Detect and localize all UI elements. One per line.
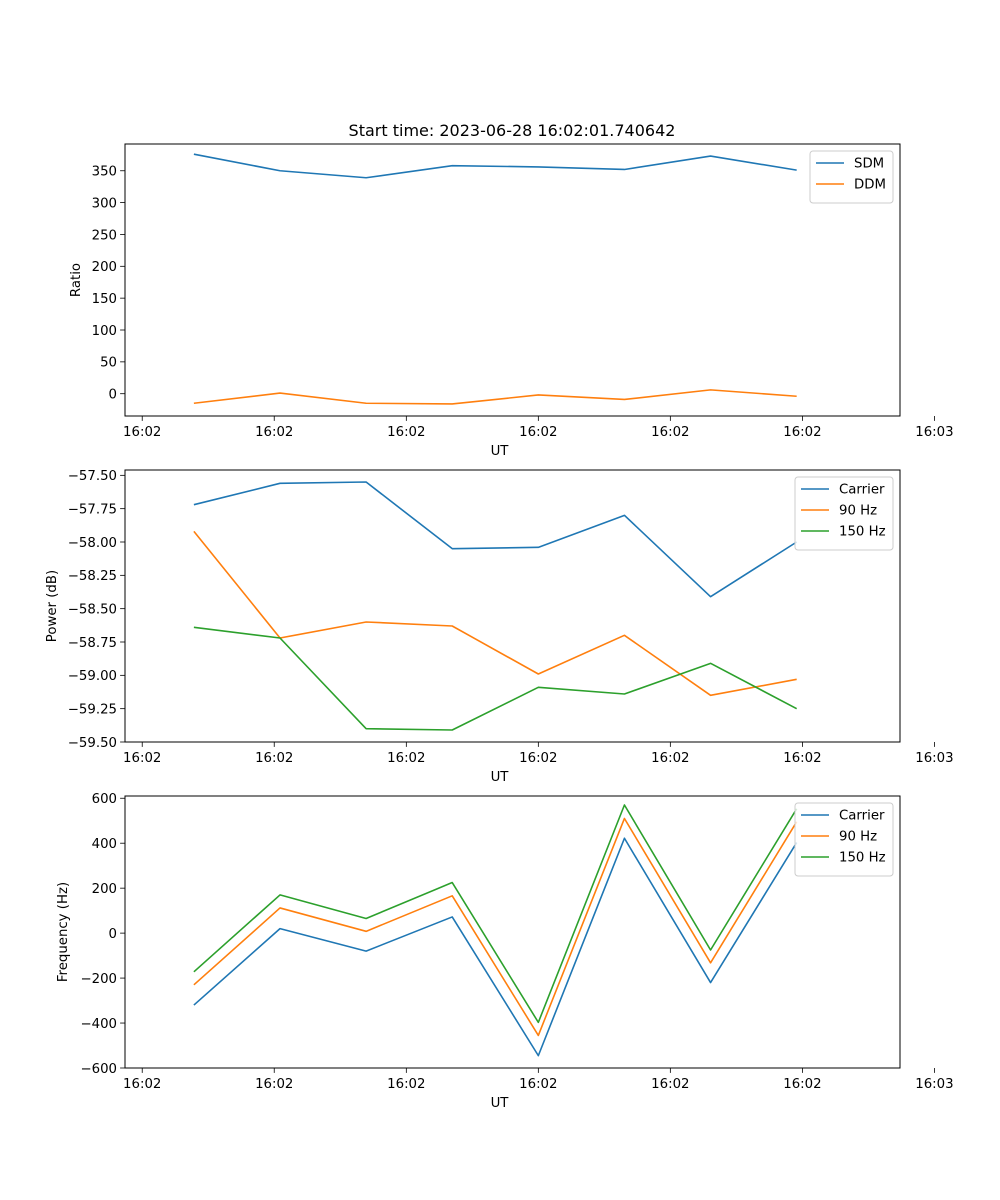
legend-label: Carrier (839, 483, 885, 498)
legend-label: 90 Hz (839, 830, 877, 845)
x-tick-label: 16:02 (123, 751, 161, 766)
y-tick-label: −58.00 (68, 536, 117, 551)
legend: SDM DDM (809, 150, 894, 204)
y-tick-label: −57.75 (68, 502, 117, 517)
series-line-90-hz (193, 817, 798, 1037)
y-tick-label: −59.25 (68, 702, 117, 717)
x-tick-label: 16:02 (255, 1077, 293, 1092)
y-tick-label: −400 (80, 1017, 117, 1032)
panels: 16:02 16:02 16:02 16:02 16:02 16:02 16:03 0 50 10… (45, 143, 954, 1111)
x-tick-label: 16:02 (519, 1077, 557, 1092)
y-tick-label: −59.50 (68, 736, 117, 751)
panel-2: 16:02 16:02 16:02 16:02 16:02 16:02 16:03 −59.5… (45, 469, 954, 785)
y-tick-label: 200 (92, 260, 117, 275)
x-tick-label: 16:02 (783, 1077, 821, 1092)
y-tick-label: 200 (92, 882, 117, 897)
x-axis-label: UT (491, 1096, 510, 1111)
y-tick-label: 250 (92, 228, 117, 243)
y-tick-label: −59.00 (68, 669, 117, 684)
x-tick-label: 16:02 (651, 425, 689, 440)
x-tick-label: 16:02 (651, 1077, 689, 1092)
x-axis-label: UT (491, 444, 510, 459)
y-tick-label: −200 (80, 972, 117, 987)
y-tick-label: −57.50 (68, 469, 117, 484)
chart-title: Start time: 2023-06-28 16:02:01.740642 (349, 121, 676, 140)
x-axis-label: UT (491, 770, 510, 785)
legend-label: 150 Hz (839, 851, 886, 866)
y-tick-label: 100 (92, 324, 117, 339)
series-line-sdm (193, 153, 797, 179)
y-axis-label: Power (dB) (45, 570, 60, 642)
x-tick-label: 16:03 (915, 425, 953, 440)
y-axis-label: Frequency (Hz) (56, 882, 71, 982)
series-line-carrier (193, 481, 798, 598)
y-axis-label: Ratio (69, 263, 84, 297)
panel-3: 16:02 16:02 16:02 16:02 16:02 16:02 16:03 −600 −… (56, 792, 954, 1111)
axes-frame (124, 469, 901, 743)
legend-label: DDM (854, 178, 886, 193)
x-tick-label: 16:02 (651, 751, 689, 766)
legend-label: SDM (854, 157, 884, 172)
x-tick-label: 16:02 (255, 425, 293, 440)
x-tick-label: 16:02 (783, 751, 821, 766)
x-tick-label: 16:03 (915, 1077, 953, 1092)
series-line-90-hz (193, 530, 797, 697)
x-tick-label: 16:02 (123, 425, 161, 440)
x-tick-label: 16:02 (783, 425, 821, 440)
legend-box (809, 150, 894, 204)
x-tick-label: 16:02 (519, 751, 557, 766)
y-tick-label: −600 (80, 1062, 117, 1077)
y-tick-label: −58.50 (68, 602, 117, 617)
y-tick-label: −58.75 (68, 636, 117, 651)
y-tick-label: −58.25 (68, 569, 117, 584)
y-tick-label: 150 (92, 292, 117, 307)
series-line-carrier (193, 837, 798, 1057)
legend-label: Carrier (839, 809, 885, 824)
x-tick-label: 16:02 (123, 1077, 161, 1092)
y-tick-label: 300 (92, 196, 117, 211)
x-tick-label: 16:02 (519, 425, 557, 440)
legend-label: 150 Hz (839, 525, 886, 540)
series-line-150-hz (193, 626, 798, 731)
x-tick-label: 16:02 (387, 425, 425, 440)
y-tick-label: 0 (109, 927, 117, 942)
legend-label: 90 Hz (839, 504, 877, 519)
y-tick-label: 50 (100, 356, 117, 371)
x-tick-label: 16:03 (915, 751, 953, 766)
x-tick-label: 16:02 (387, 1077, 425, 1092)
series-line-150-hz (193, 804, 798, 1024)
y-tick-label: 0 (109, 388, 117, 403)
y-tick-label: 600 (92, 792, 117, 807)
legend: Carrier 90 Hz 150 Hz (794, 476, 894, 551)
panel-1: 16:02 16:02 16:02 16:02 16:02 16:02 16:03 0 50 10… (69, 143, 954, 459)
legend: Carrier 90 Hz 150 Hz (794, 802, 894, 877)
series-line-ddm (193, 389, 797, 405)
y-tick-label: 350 (92, 165, 117, 180)
x-tick-label: 16:02 (255, 751, 293, 766)
y-tick-label: 400 (92, 837, 117, 852)
axes-frame (124, 795, 901, 1069)
axes-frame (124, 143, 901, 417)
x-tick-label: 16:02 (387, 751, 425, 766)
